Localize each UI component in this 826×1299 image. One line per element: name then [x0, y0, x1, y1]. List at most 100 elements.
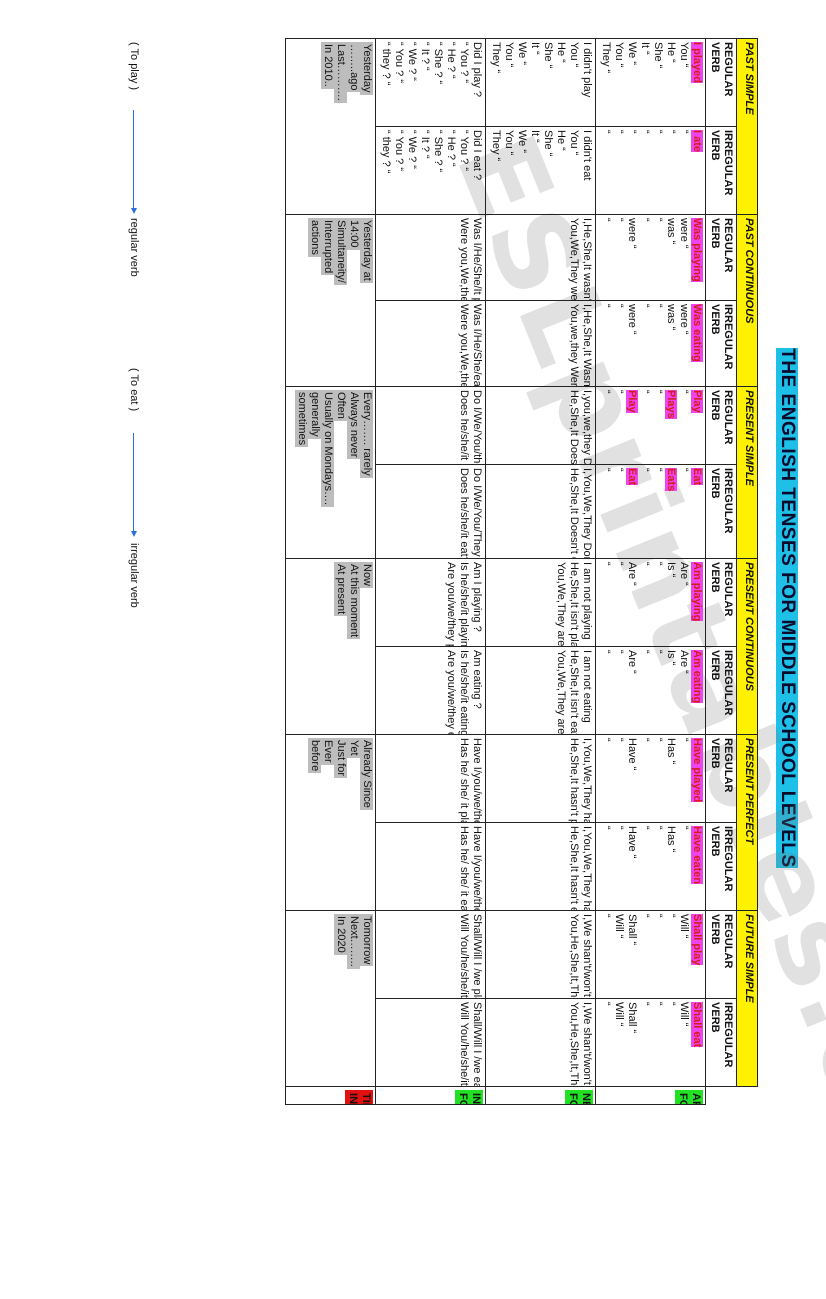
conjugation-line: Are “ [626, 650, 638, 674]
conjugation-line: “ [600, 562, 612, 566]
cell: I,You,We,They haven't eaten He,She,It has… [485, 822, 596, 911]
conjugation-line: “ She ? “ [432, 130, 444, 173]
conjugation-line: Shall “ [626, 914, 638, 946]
conjugation-line: “ [639, 650, 651, 654]
conjugation-line: They “ [490, 42, 502, 74]
conjugation-line: It “ [639, 42, 651, 55]
sub-irregular: IRREGULAR VERB [705, 464, 737, 559]
cell: I am not playing He,She,It isn't playing Y… [485, 558, 596, 647]
conjugation-line: Will “ [678, 1002, 690, 1027]
conjugation-line: I,You,We,They Don't eat [581, 468, 593, 559]
conjugation-line: You,We,They weren't playing [568, 218, 580, 301]
cell: I,you,we,they Don't play He,She,It Doesn'… [485, 386, 596, 465]
conjugation-line: “ It ? “ [419, 130, 431, 159]
conjugation-line: “ [600, 304, 612, 308]
conjugation-line: Has he/ she/ it eaten? [458, 826, 470, 911]
conjugation-line: “ It ? “ [419, 42, 431, 71]
conjugation-line: “ [678, 468, 690, 472]
tense-past-simple: PAST SIMPLE [736, 38, 758, 215]
conjugation-line: She “ [652, 42, 664, 69]
conjugation-line: We “ [516, 42, 528, 66]
conjugation-line: Will “ [678, 914, 690, 939]
conjugation-line: Has “ [665, 738, 677, 765]
conjugation-line: Will You/he/she/it/they eat? [458, 1002, 470, 1087]
cell: I,We shan't/won't eat You,He,She,It,They … [485, 998, 596, 1087]
conjugation-line: He “ [665, 42, 677, 63]
cell: Eat “Eats ““Eat ““ [595, 464, 706, 559]
cell: I ate “““““““ [595, 126, 706, 215]
conjugation-line: Did I eat ? [471, 130, 483, 181]
conjugation-line: You “ [613, 42, 625, 68]
conjugation-line: “ [600, 218, 612, 222]
sub-regular: REGULAR VERB [705, 734, 737, 823]
conjugation-line: Is he/she/it playing ? [458, 562, 470, 647]
conjugation-line: “ [600, 468, 612, 472]
conjugation-line: “ [613, 650, 625, 654]
time-indicator-item: ……..ago [347, 42, 360, 93]
conjugation-line: “ [639, 738, 651, 742]
conjugation-line: “ [652, 650, 664, 654]
conjugation-line: “ [600, 130, 612, 134]
cell: Have I/you/we/they played? Has he/ she/ i… [375, 734, 486, 823]
time-indicator-item: Last………. [334, 42, 347, 103]
conjugation-line: Will “ [613, 1002, 625, 1027]
sub-irregular: IRREGULAR VERB [705, 646, 737, 735]
conjugation-line: “ We ? “ [406, 130, 418, 169]
sub-irregular: IRREGULAR VERB [705, 822, 737, 911]
conjugation-line: Have played [691, 738, 703, 803]
conjugation-line: Shall “ [626, 1002, 638, 1034]
conjugation-line: She “ [542, 42, 554, 69]
conjugation-line: “ [600, 650, 612, 654]
conjugation-line: “ [665, 130, 677, 134]
conjugation-line: Is he/she/it eating ? [458, 650, 470, 735]
conjugation-line: “ [678, 826, 690, 830]
conjugation-line: “ [613, 218, 625, 222]
conjugation-line: Play [691, 390, 703, 413]
cell: I didn't eat You “He “She “It “We “You “T… [485, 126, 596, 215]
tense-header-row: PAST SIMPLE PAST CONTINUOUS PRESENT SIMP… [736, 38, 758, 1105]
time-indicator-item: Yesterday [360, 42, 373, 95]
conjugation-line: You,we,they Weren't eating [568, 304, 580, 387]
conjugation-line: You,We,They aren't eating [555, 650, 567, 735]
conjugation-line: He,She,It Doesn't eat [568, 468, 580, 559]
tense-present-continuous: PRESENT CONTINUOUS [736, 558, 758, 735]
conjugation-line: Will “ [613, 914, 625, 939]
cell: Am playing Are “Is “““Are “““ [595, 558, 706, 647]
tense-past-continuous: PAST CONTINUOUS [736, 214, 758, 387]
indicator-cell: Now At this moment At present [285, 558, 376, 735]
conjugation-line: “ [613, 562, 625, 566]
conjugation-line: I,You,We,They haven't eaten [581, 826, 593, 911]
conjugation-line: He,She,It hasn't eaten [568, 826, 580, 911]
cell: Shall/Will I /we eat ? Will You/he/she/it… [375, 998, 486, 1087]
conjugation-line: Were you,We,they playing? [458, 218, 470, 301]
time-indicator-item: actions [308, 218, 321, 257]
conjugation-line: “ [639, 562, 651, 566]
time-indicator-item: Yesterday at [360, 218, 373, 283]
conjugation-line: Have “ [626, 738, 638, 771]
conjugation-line: Does he/she/it eat? [458, 468, 470, 559]
cell: Did I eat ? “ You ? ““ He ? ““ She ? ““ I… [375, 126, 486, 215]
conjugation-line: “ [639, 390, 651, 394]
indicator-cell: Already Since Yet Just for Ever before [285, 734, 376, 911]
cell: I didn't play You “He “She “It “We “You “… [485, 38, 596, 127]
conjugation-line: Is “ [665, 562, 677, 578]
conjugation-line: were “ [626, 218, 638, 249]
conjugation-line: Did I play ? [471, 42, 483, 98]
conjugation-line: “ [613, 468, 625, 472]
conjugation-line: I,He,She,It Wasn't eating [581, 304, 593, 387]
conjugation-line: Was eating [691, 304, 703, 362]
affirmative-row: I played You “He “She “It “We “You “They … [595, 38, 706, 1105]
tenses-table: PAST SIMPLE PAST CONTINUOUS PRESENT SIMP… [285, 38, 758, 1105]
conjugation-line: were “ [678, 218, 690, 249]
conjugation-line: Has he/ she/ it played ? [458, 738, 470, 823]
conjugation-line: “ [600, 738, 612, 742]
to-play-label: ( To play ) [128, 42, 140, 91]
conjugation-line: I,you,we,they Don't play [581, 390, 593, 465]
conjugation-line: He,She,It isn't playing [568, 562, 580, 647]
cell: I am not eating He,She,It isn't eating You… [485, 646, 596, 735]
indicator-cell: Yesterday ……..ago Last………. In 2010.. [285, 38, 376, 215]
time-indicator-item: Often [334, 390, 347, 421]
conjugation-line: Am eating ? [471, 650, 483, 709]
time-indicator-item: sometimes [295, 390, 308, 448]
